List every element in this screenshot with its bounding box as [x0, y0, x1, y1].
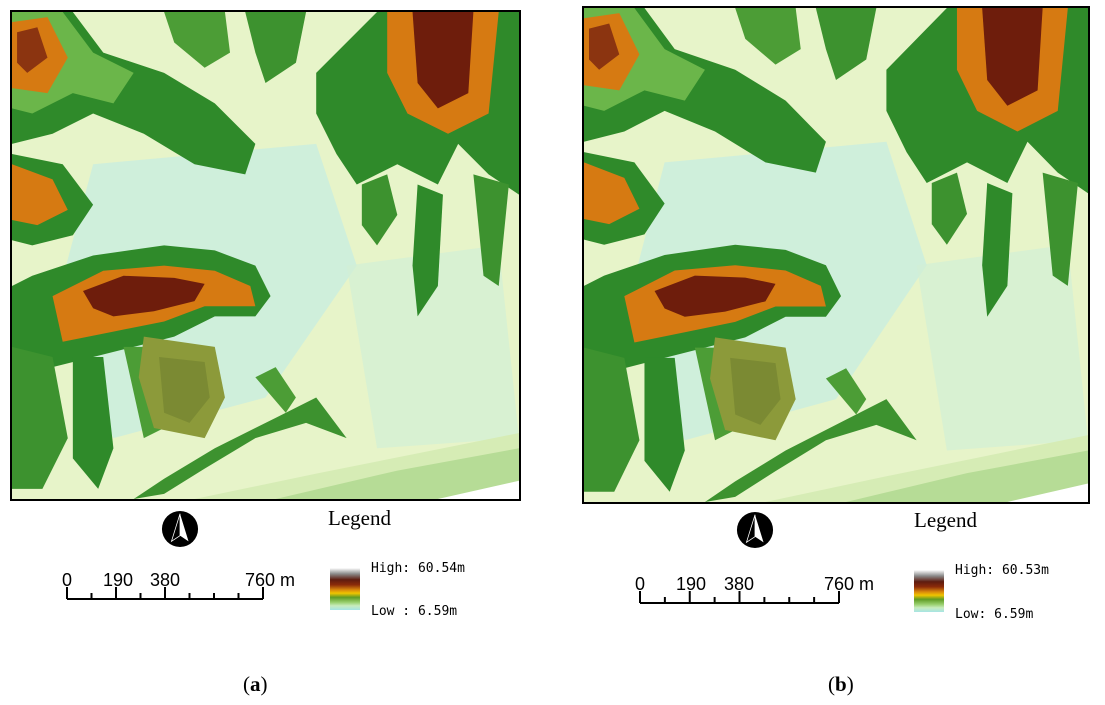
caption-close-paren: ) [846, 672, 854, 696]
elevation-map-a [10, 10, 521, 501]
legend-low-label: Low : 6.59m [371, 604, 458, 619]
scale-tick-label: 190 [675, 574, 707, 594]
scale-bar [66, 587, 264, 600]
caption-letter: a [250, 672, 261, 696]
legend-title: Legend [328, 506, 391, 530]
legend-high-label: High: 60.53m [955, 563, 1049, 578]
caption-open-paren: ( [828, 672, 835, 696]
legend-high-label: High: 60.54m [371, 561, 465, 576]
north-arrow-icon [161, 510, 199, 548]
legend-title: Legend [914, 508, 977, 532]
north-arrow-icon [736, 511, 774, 549]
legend-low-label: Low: 6.59m [955, 607, 1034, 622]
scale-tick-label: 190 [102, 570, 134, 590]
panel-b: Legend 0 190 380 760 m High: 60.53m Low: 6.59m… [572, 0, 1105, 705]
scale-bar [639, 591, 840, 604]
panel-a: Legend 0 190 380 760 m High: 60.54m Low : 6.59… [0, 0, 540, 705]
caption-open-paren: ( [243, 672, 250, 696]
elevation-color-ramp [330, 568, 360, 610]
scale-tick-label: 380 [149, 570, 181, 590]
scale-tick-label: 380 [723, 574, 755, 594]
scale-tick-label: 760 m [823, 574, 875, 594]
elevation-map-b [582, 6, 1090, 504]
panel-caption: (b) [828, 672, 854, 697]
scale-tick-label: 0 [634, 574, 646, 594]
scale-tick-label: 0 [61, 570, 73, 590]
caption-letter: b [835, 672, 847, 696]
panel-caption: (a) [243, 672, 268, 697]
scale-tick-label: 760 m [244, 570, 296, 590]
elevation-color-ramp [914, 570, 944, 612]
caption-close-paren: ) [260, 672, 268, 696]
